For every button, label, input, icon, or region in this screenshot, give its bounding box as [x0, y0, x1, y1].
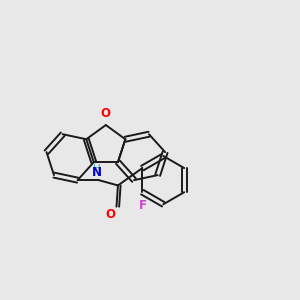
Text: H: H — [94, 164, 101, 174]
Text: O: O — [101, 107, 111, 120]
Text: O: O — [105, 208, 115, 221]
Text: N: N — [92, 166, 102, 179]
Text: F: F — [138, 199, 146, 212]
